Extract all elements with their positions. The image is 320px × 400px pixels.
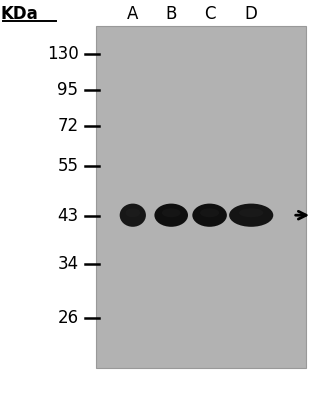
Text: KDa: KDa: [0, 5, 38, 23]
Text: 43: 43: [57, 207, 78, 225]
Text: 34: 34: [57, 255, 78, 273]
Bar: [96, 26, 306, 368]
Text: 55: 55: [57, 157, 78, 175]
Ellipse shape: [155, 204, 188, 227]
Text: C: C: [204, 5, 215, 23]
Ellipse shape: [239, 208, 263, 217]
Text: 95: 95: [57, 81, 78, 99]
Ellipse shape: [125, 208, 140, 217]
Text: 26: 26: [57, 309, 78, 327]
Ellipse shape: [192, 204, 227, 227]
Text: 130: 130: [47, 45, 78, 63]
Text: A: A: [127, 5, 139, 23]
Text: 72: 72: [57, 117, 78, 135]
Text: B: B: [165, 5, 177, 23]
Ellipse shape: [120, 204, 146, 227]
Ellipse shape: [200, 208, 219, 217]
Text: D: D: [245, 5, 258, 23]
Ellipse shape: [229, 204, 273, 227]
Ellipse shape: [162, 208, 180, 217]
